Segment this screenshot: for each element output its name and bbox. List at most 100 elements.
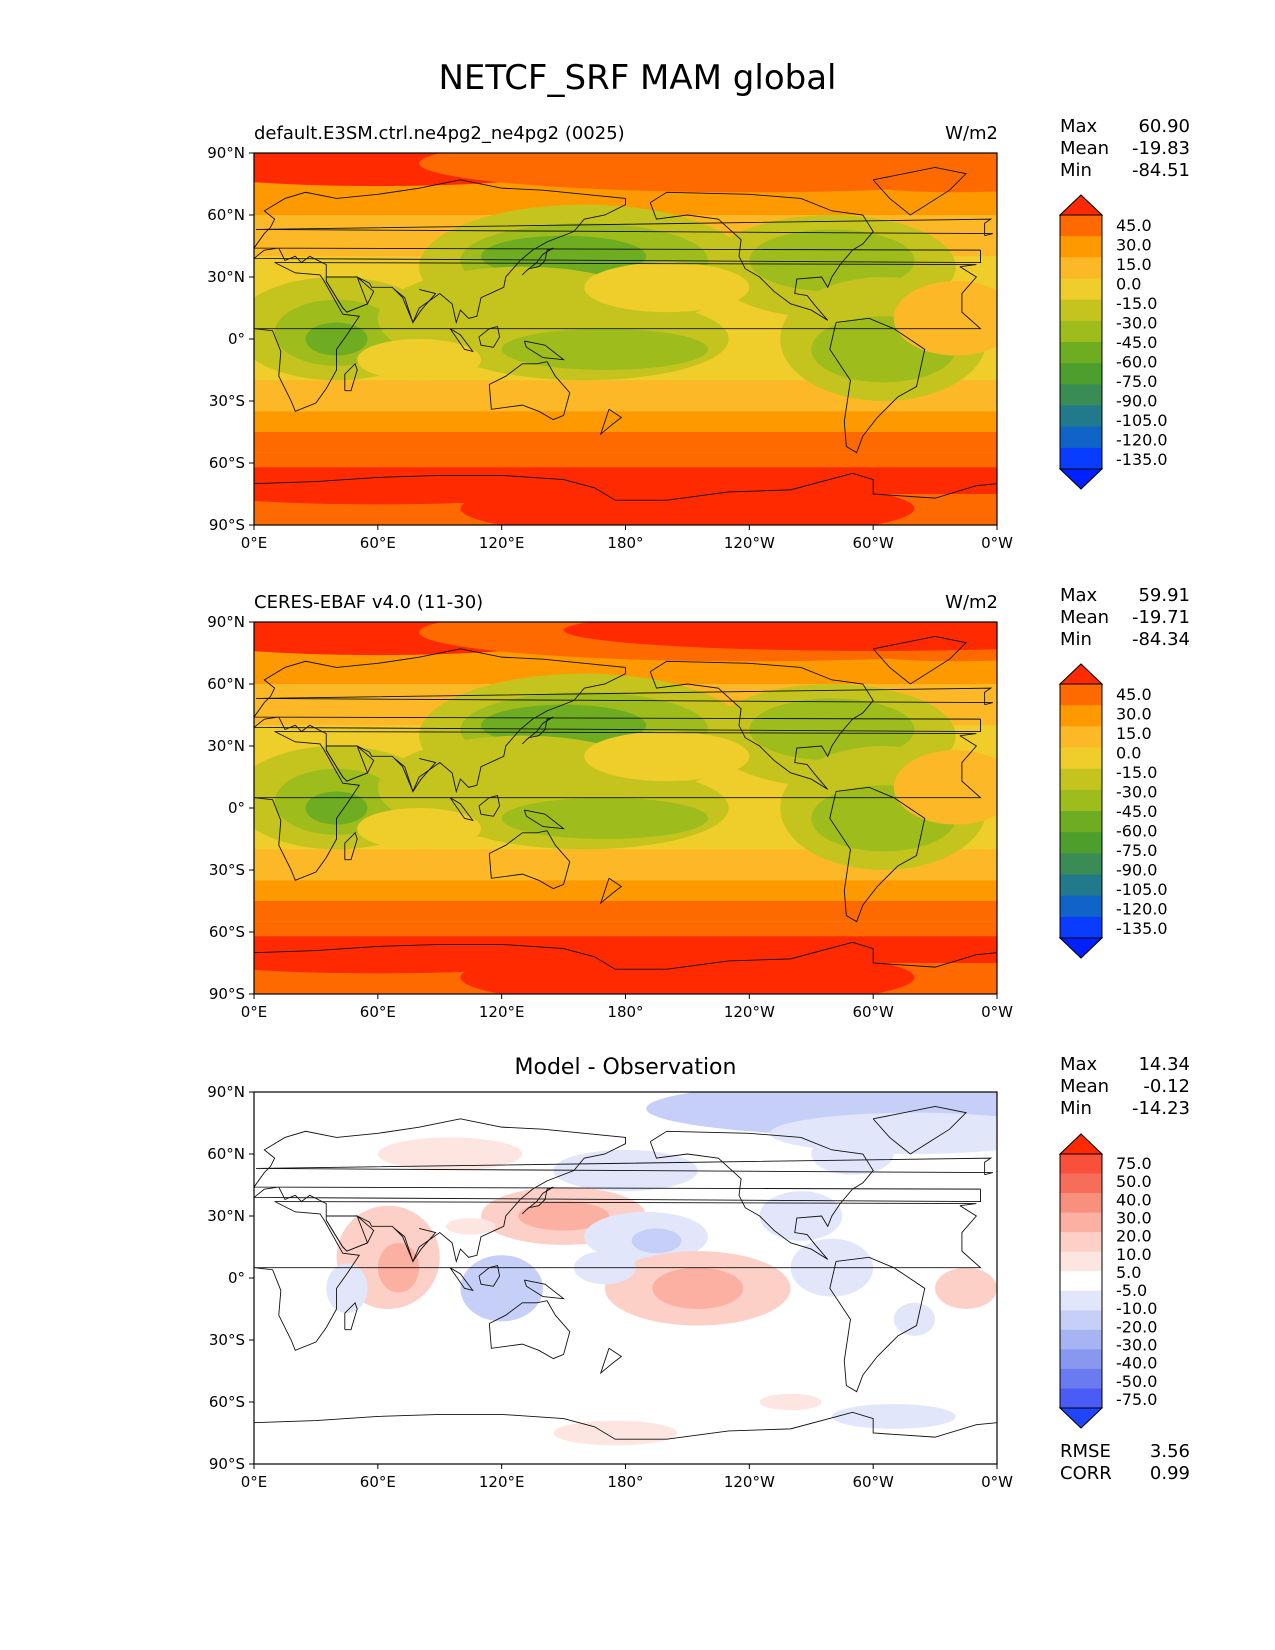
colorbar-extend-max — [1058, 663, 1104, 685]
colorbar-segment — [1060, 874, 1102, 897]
colorbar-label: -45.0 — [1116, 802, 1157, 821]
x-tick-label: 180° — [607, 1003, 643, 1021]
colorbar-label: -90.0 — [1116, 392, 1157, 411]
figure-title: NETCF_SRF MAM global — [438, 58, 837, 98]
coastline-japan — [521, 247, 554, 276]
coastline-australia — [488, 1300, 571, 1360]
field-band — [254, 452, 997, 468]
panel-3-extra-stats: RMSE 3.56 CORR 0.99 — [1060, 1441, 1190, 1485]
x-tick-label: 0°W — [981, 1003, 1013, 1021]
x-tick-label: 120°W — [724, 1473, 775, 1491]
stat-label: Min — [1060, 629, 1092, 650]
stat-max: 59.91 — [1138, 585, 1190, 606]
field-patch — [305, 322, 368, 356]
y-tick-label: 30°S — [209, 861, 245, 879]
colorbar-extend-min — [1058, 1407, 1104, 1429]
colorbar-segment — [1060, 215, 1102, 237]
colorbar-label: 30.0 — [1116, 1209, 1152, 1228]
field-band — [254, 880, 997, 901]
panel-3-stats: Max 14.34 Mean -0.12 Min -14.23 — [1060, 1054, 1190, 1120]
colorbar-label: -5.0 — [1116, 1281, 1147, 1300]
stat-label: Min — [1060, 160, 1092, 181]
field-patch — [501, 797, 709, 839]
colorbar-segment — [1060, 811, 1102, 833]
colorbar-label: -135.0 — [1116, 919, 1168, 938]
stat-corr: 0.99 — [1149, 1463, 1190, 1484]
colorbar-label: -135.0 — [1116, 450, 1168, 469]
panel-1-title: default.E3SM.ctrl.ne4pg2_ne4pg2 (0025) — [254, 123, 625, 144]
colorbar-extend-min — [1058, 937, 1104, 959]
colorbar-label: -120.0 — [1116, 900, 1168, 919]
y-tick-label: 60°S — [209, 454, 245, 472]
y-tick-label: 60°N — [207, 206, 245, 224]
coastline-arabia — [325, 1215, 375, 1252]
coastline-borneo — [478, 1265, 501, 1287]
colorbar-segment — [1060, 705, 1102, 727]
y-tick-label: 0° — [228, 1269, 245, 1287]
field-patch — [553, 1420, 678, 1446]
field-layer — [254, 153, 997, 525]
colorbar-segment — [1060, 1251, 1102, 1272]
field-patch — [377, 1137, 523, 1171]
colorbar-label: 15.0 — [1116, 255, 1152, 274]
x-tick-label: 60°W — [852, 534, 894, 552]
stat-label: CORR — [1060, 1463, 1112, 1484]
stat-label: Min — [1060, 1098, 1092, 1119]
coastline-africa — [254, 262, 982, 412]
coastline-arabia — [325, 276, 375, 313]
colorbar-segment — [1060, 1368, 1102, 1389]
coastline-eurasia — [254, 648, 981, 794]
colorbar-label: -75.0 — [1116, 372, 1157, 391]
colorbar-segment — [1060, 1310, 1102, 1331]
coastline-africa — [254, 1201, 982, 1351]
coastline-sumatra — [449, 1267, 474, 1292]
field-patch — [326, 1263, 368, 1314]
x-tick-label: 0°E — [241, 1003, 268, 1021]
colorbar-frame — [1059, 1153, 1103, 1409]
colorbar-segment — [1060, 1271, 1102, 1292]
colorbar-label: -15.0 — [1116, 763, 1157, 782]
field-patch — [652, 1267, 744, 1310]
y-tick-label: 30°N — [207, 737, 245, 755]
coastline-eurasia — [254, 1118, 981, 1264]
field-patch — [811, 1133, 894, 1175]
colorbar-segment — [1060, 684, 1102, 706]
colorbar-segment — [1060, 447, 1102, 470]
y-tick-label: 30°N — [207, 268, 245, 286]
stat-label: RMSE — [1060, 1441, 1111, 1462]
field-patch — [305, 791, 368, 825]
stat-label: Mean — [1060, 1076, 1110, 1097]
colorbar-label: -105.0 — [1116, 880, 1168, 899]
colorbar-label: -60.0 — [1116, 822, 1157, 841]
colorbar-segment — [1060, 426, 1102, 449]
y-tick-label: 90°S — [209, 1455, 245, 1473]
colorbar-label: 40.0 — [1116, 1190, 1152, 1209]
colorbar-segment — [1060, 1212, 1102, 1233]
colorbar-segment — [1060, 1349, 1102, 1370]
stat-rmse: 3.56 — [1149, 1441, 1190, 1462]
x-tick-label: 180° — [607, 534, 643, 552]
colorbar-segment — [1060, 236, 1102, 258]
panel-2-units: W/m2 — [945, 592, 998, 613]
colorbar-2: 45.030.015.00.0-15.0-30.0-45.0-60.0-75.0… — [1058, 663, 1168, 959]
colorbar-segment — [1060, 789, 1102, 812]
colorbar-segment — [1060, 832, 1102, 854]
colorbar-extend-min — [1058, 468, 1104, 490]
coastline-northAmerica — [649, 191, 874, 321]
field-patch — [460, 1255, 543, 1322]
x-tick-label: 0°W — [981, 534, 1013, 552]
stat-label: Mean — [1060, 607, 1110, 628]
stat-label: Max — [1060, 585, 1098, 606]
colorbar-segment — [1060, 320, 1102, 343]
field-band — [254, 411, 997, 432]
colorbar-extend-max — [1058, 1133, 1104, 1155]
x-tick-label: 60°W — [852, 1473, 894, 1491]
coastline-britain — [256, 218, 993, 237]
x-tick-label: 0°W — [981, 1473, 1013, 1491]
colorbar-label: 30.0 — [1116, 704, 1152, 723]
coastline-greenland — [872, 167, 967, 216]
colorbar-label: -90.0 — [1116, 861, 1157, 880]
coastline-antarctica — [254, 1411, 997, 1440]
coastline-india — [394, 288, 437, 324]
colorbar-label: -30.0 — [1116, 1336, 1157, 1355]
